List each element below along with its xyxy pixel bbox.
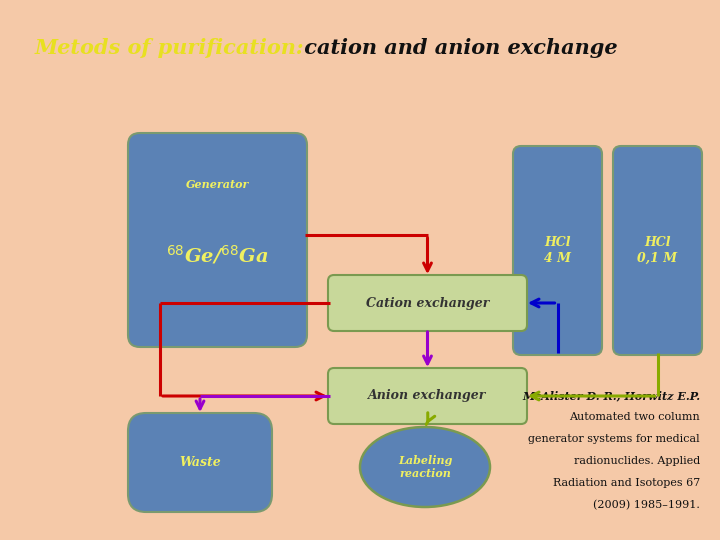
Text: $^{68}$Ge/$^{68}$Ga: $^{68}$Ge/$^{68}$Ga bbox=[166, 244, 269, 266]
FancyBboxPatch shape bbox=[328, 368, 527, 424]
FancyBboxPatch shape bbox=[128, 133, 307, 347]
Text: Anion exchanger: Anion exchanger bbox=[369, 389, 487, 402]
FancyBboxPatch shape bbox=[328, 275, 527, 331]
Text: HCl
0,1 M: HCl 0,1 M bbox=[637, 237, 678, 265]
Text: cation and anion exchange: cation and anion exchange bbox=[297, 38, 618, 58]
Text: Labeling
reaction: Labeling reaction bbox=[398, 455, 452, 479]
FancyBboxPatch shape bbox=[613, 146, 702, 355]
FancyBboxPatch shape bbox=[128, 413, 272, 512]
Text: McAlister D. R., Horwitz E.P.: McAlister D. R., Horwitz E.P. bbox=[522, 390, 700, 401]
Text: Automated two column: Automated two column bbox=[570, 412, 700, 422]
Text: Cation exchanger: Cation exchanger bbox=[366, 296, 489, 309]
Text: Waste: Waste bbox=[179, 456, 221, 469]
Text: radionuclides. Applied: radionuclides. Applied bbox=[574, 456, 700, 466]
Text: generator systems for medical: generator systems for medical bbox=[528, 434, 700, 444]
Text: Radiation and Isotopes 67: Radiation and Isotopes 67 bbox=[553, 478, 700, 488]
Text: Generator: Generator bbox=[186, 179, 249, 191]
FancyBboxPatch shape bbox=[513, 146, 602, 355]
Ellipse shape bbox=[360, 427, 490, 507]
Text: HCl
4 M: HCl 4 M bbox=[544, 237, 571, 265]
Text: Metods of purification:: Metods of purification: bbox=[35, 38, 305, 58]
Text: (2009) 1985–1991.: (2009) 1985–1991. bbox=[593, 500, 700, 510]
